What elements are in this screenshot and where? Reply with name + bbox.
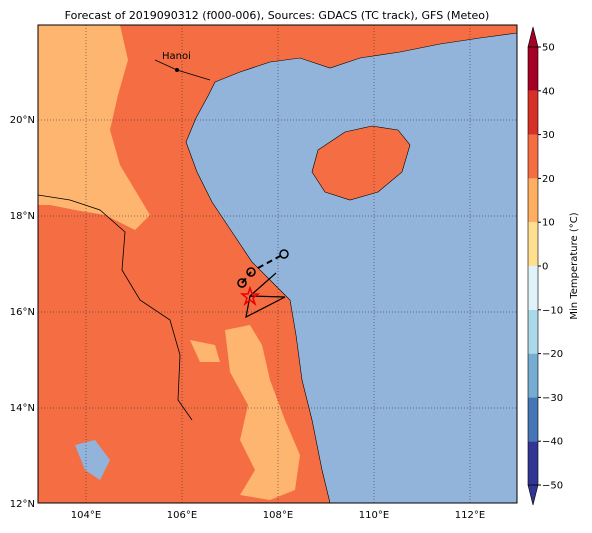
lon-label: 106°E [167, 510, 197, 521]
colorbar-tick-label: 40 [542, 86, 555, 97]
warm-area [38, 25, 150, 230]
colorbar-tick-label: 0 [542, 262, 548, 273]
colorbar-extend [527, 26, 539, 48]
colorbar-bin [528, 266, 538, 310]
lon-label: 104°E [71, 510, 101, 521]
colorbar-tick-label: 50 [542, 43, 555, 54]
colorbar-tick-label: −20 [542, 349, 563, 360]
track [241, 253, 285, 284]
colorbar-bin [528, 47, 538, 91]
colorbar-label: Min Temperature (°C) [569, 212, 580, 319]
colorbar-extend [527, 484, 539, 506]
lat-label: 14°N [10, 403, 35, 414]
city-label: Hanoi [162, 51, 191, 62]
warm-area [190, 325, 300, 500]
track-point [279, 249, 289, 259]
colorbar-bin [528, 222, 538, 266]
colorbar-bin [528, 309, 538, 354]
lat-label: 16°N [10, 307, 35, 318]
lon-label: 110°E [359, 510, 389, 521]
sea [185, 32, 517, 503]
colorbar: −50 −40 −30 −20 −10 0 10 20 30 40 50 [527, 26, 563, 506]
lat-label: 18°N [10, 211, 35, 222]
storm-position [239, 285, 261, 307]
map: Hanoi [38, 25, 517, 503]
map-frame [37, 24, 518, 504]
colorbar-bin [528, 90, 538, 135]
graticule [38, 25, 517, 503]
lat-label: 12°N [10, 499, 35, 510]
border [38, 194, 193, 421]
track-point [237, 278, 247, 288]
colorbar-bin [528, 353, 538, 398]
colorbar-bin [528, 134, 538, 179]
cone [245, 272, 286, 319]
colorbar-tick-label: −50 [542, 481, 563, 492]
colorbar-tick-label: 20 [542, 174, 555, 185]
colorbar-tick-label: −10 [542, 305, 563, 316]
city-dot [175, 68, 179, 72]
colorbar-bin [528, 441, 538, 485]
colorbar-tick-label: 10 [542, 218, 555, 229]
map-title: Forecast of 2019090312 (f000-006), Sourc… [65, 9, 490, 22]
track-point [246, 267, 256, 277]
hainan [311, 125, 411, 201]
colorbar-bin [528, 178, 538, 223]
colorbar-tick-label: 30 [542, 130, 555, 141]
lon-label: 108°E [263, 510, 293, 521]
lat-label: 20°N [10, 115, 35, 126]
colorbar-bin [528, 397, 538, 442]
lon-label: 112°E [455, 510, 485, 521]
lake [75, 440, 110, 480]
colorbar-tick-label: −30 [542, 393, 563, 404]
colorbar-tick-label: −40 [542, 437, 563, 448]
